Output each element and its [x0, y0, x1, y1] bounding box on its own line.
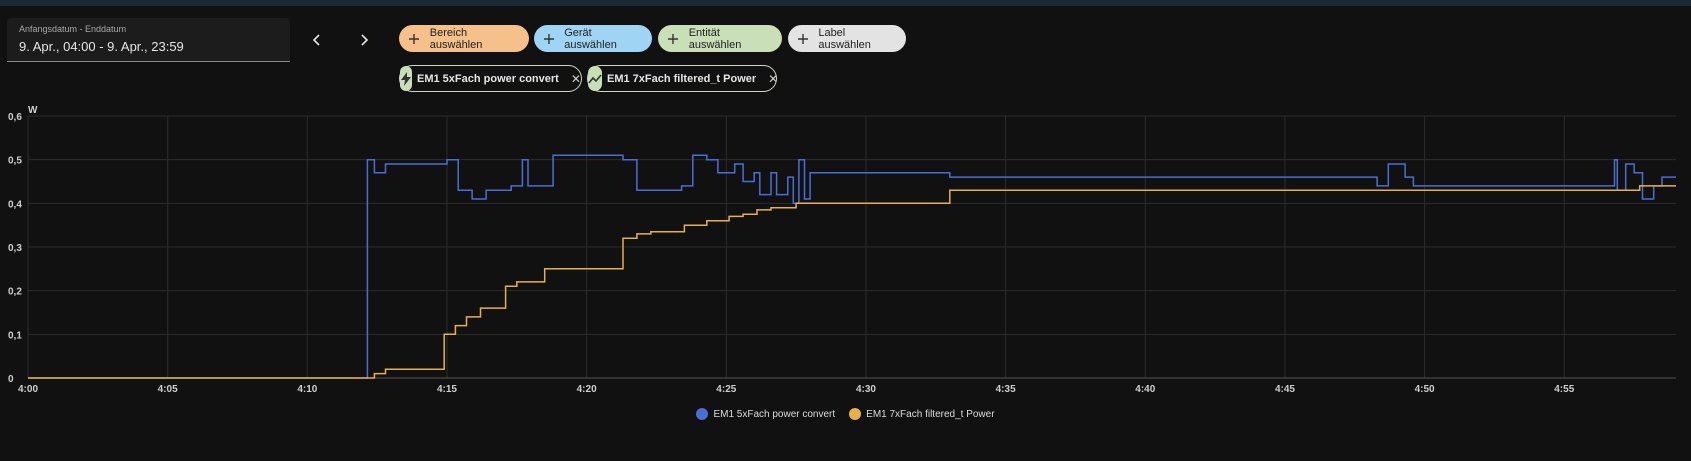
legend-swatch: [849, 408, 862, 420]
plus-icon: [794, 29, 812, 49]
plus-icon: [664, 29, 683, 49]
chart-legend: EM1 5xFach power convert EM1 7xFach filt…: [0, 408, 1691, 420]
x-tick-label: 4:30: [856, 384, 876, 395]
x-tick-label: 4:40: [1135, 384, 1155, 395]
y-tick-label: 0: [8, 374, 14, 385]
y-tick-label: 0,3: [8, 243, 22, 254]
x-tick-label: 4:00: [18, 384, 38, 395]
device-filter-label: Gerät auswählen: [564, 26, 617, 51]
date-range-value: 9. Apr., 04:00 - 9. Apr., 23:59: [19, 39, 184, 54]
chart-axes: 0 0,1 0,2 0,3 0,4 0,5 0,6 4:00 4:05 4:10 4:15 4:20 4…: [8, 105, 1676, 395]
x-tick-label: 4:15: [437, 384, 457, 395]
x-tick-label: 4:45: [1275, 384, 1295, 395]
y-tick-label: 0,6: [8, 112, 22, 123]
y-tick-label: 0,5: [8, 156, 22, 167]
y-tick-label: 0,1: [8, 330, 22, 341]
legend-swatch: [696, 408, 709, 420]
legend-label: EM1 7xFach filtered_t Power: [866, 408, 995, 420]
x-tick-label: 4:20: [577, 384, 597, 395]
device-filter-chip[interactable]: Gerät auswählen: [534, 25, 652, 52]
chart-line-icon: [588, 66, 602, 91]
y-axis-unit: W: [28, 105, 38, 116]
y-tick-label: 0,4: [8, 199, 22, 210]
entity-chip-power-convert[interactable]: EM1 5xFach power convert ✕: [399, 65, 582, 92]
y-tick-label: 0,2: [8, 287, 22, 298]
area-filter-label: Bereich auswählen: [429, 26, 483, 51]
entity-filter-chip[interactable]: Entität auswählen: [658, 25, 782, 52]
top-bar: [0, 0, 1691, 6]
x-tick-label: 4:10: [297, 384, 317, 395]
entity-chip-label: EM1 5xFach power convert: [417, 72, 559, 85]
entity-chip-label: EM1 7xFach filtered_t Power: [607, 72, 757, 85]
x-tick-label: 4:25: [716, 384, 736, 395]
flash-icon: [400, 66, 412, 91]
plus-icon: [405, 29, 424, 49]
date-range-picker[interactable]: Anfangsdatum - Enddatum 9. Apr., 04:00 -…: [7, 18, 290, 62]
x-tick-label: 4:05: [158, 384, 178, 395]
chevron-left-icon: [312, 34, 320, 46]
plus-icon: [540, 29, 558, 49]
series-line-0[interactable]: [28, 154, 1676, 379]
chart-grid: [27, 115, 1676, 379]
label-filter-chip[interactable]: Label auswählen: [788, 25, 906, 52]
chevron-right-icon: [361, 34, 369, 46]
area-filter-chip[interactable]: Bereich auswählen: [399, 25, 529, 52]
chart-series: [28, 154, 1676, 379]
entity-filter-label: Entität auswählen: [688, 26, 742, 51]
date-range-label: Anfangsdatum - Enddatum: [19, 24, 127, 34]
previous-range-button[interactable]: [302, 26, 332, 54]
legend-label: EM1 5xFach power convert: [713, 408, 836, 420]
legend-item-filtered-power[interactable]: EM1 7xFach filtered_t Power: [849, 408, 995, 420]
label-filter-label: Label auswählen: [818, 26, 871, 51]
close-icon[interactable]: ✕: [570, 71, 581, 86]
close-icon[interactable]: ✕: [768, 71, 779, 86]
x-tick-label: 4:55: [1554, 384, 1574, 395]
x-tick-label: 4:50: [1415, 384, 1435, 395]
x-tick-label: 4:35: [996, 384, 1016, 395]
legend-item-power-convert[interactable]: EM1 5xFach power convert: [696, 408, 835, 420]
series-line-1[interactable]: [28, 185, 1676, 379]
entity-chip-filtered-power[interactable]: EM1 7xFach filtered_t Power ✕: [587, 65, 779, 92]
next-range-button[interactable]: [349, 26, 379, 54]
